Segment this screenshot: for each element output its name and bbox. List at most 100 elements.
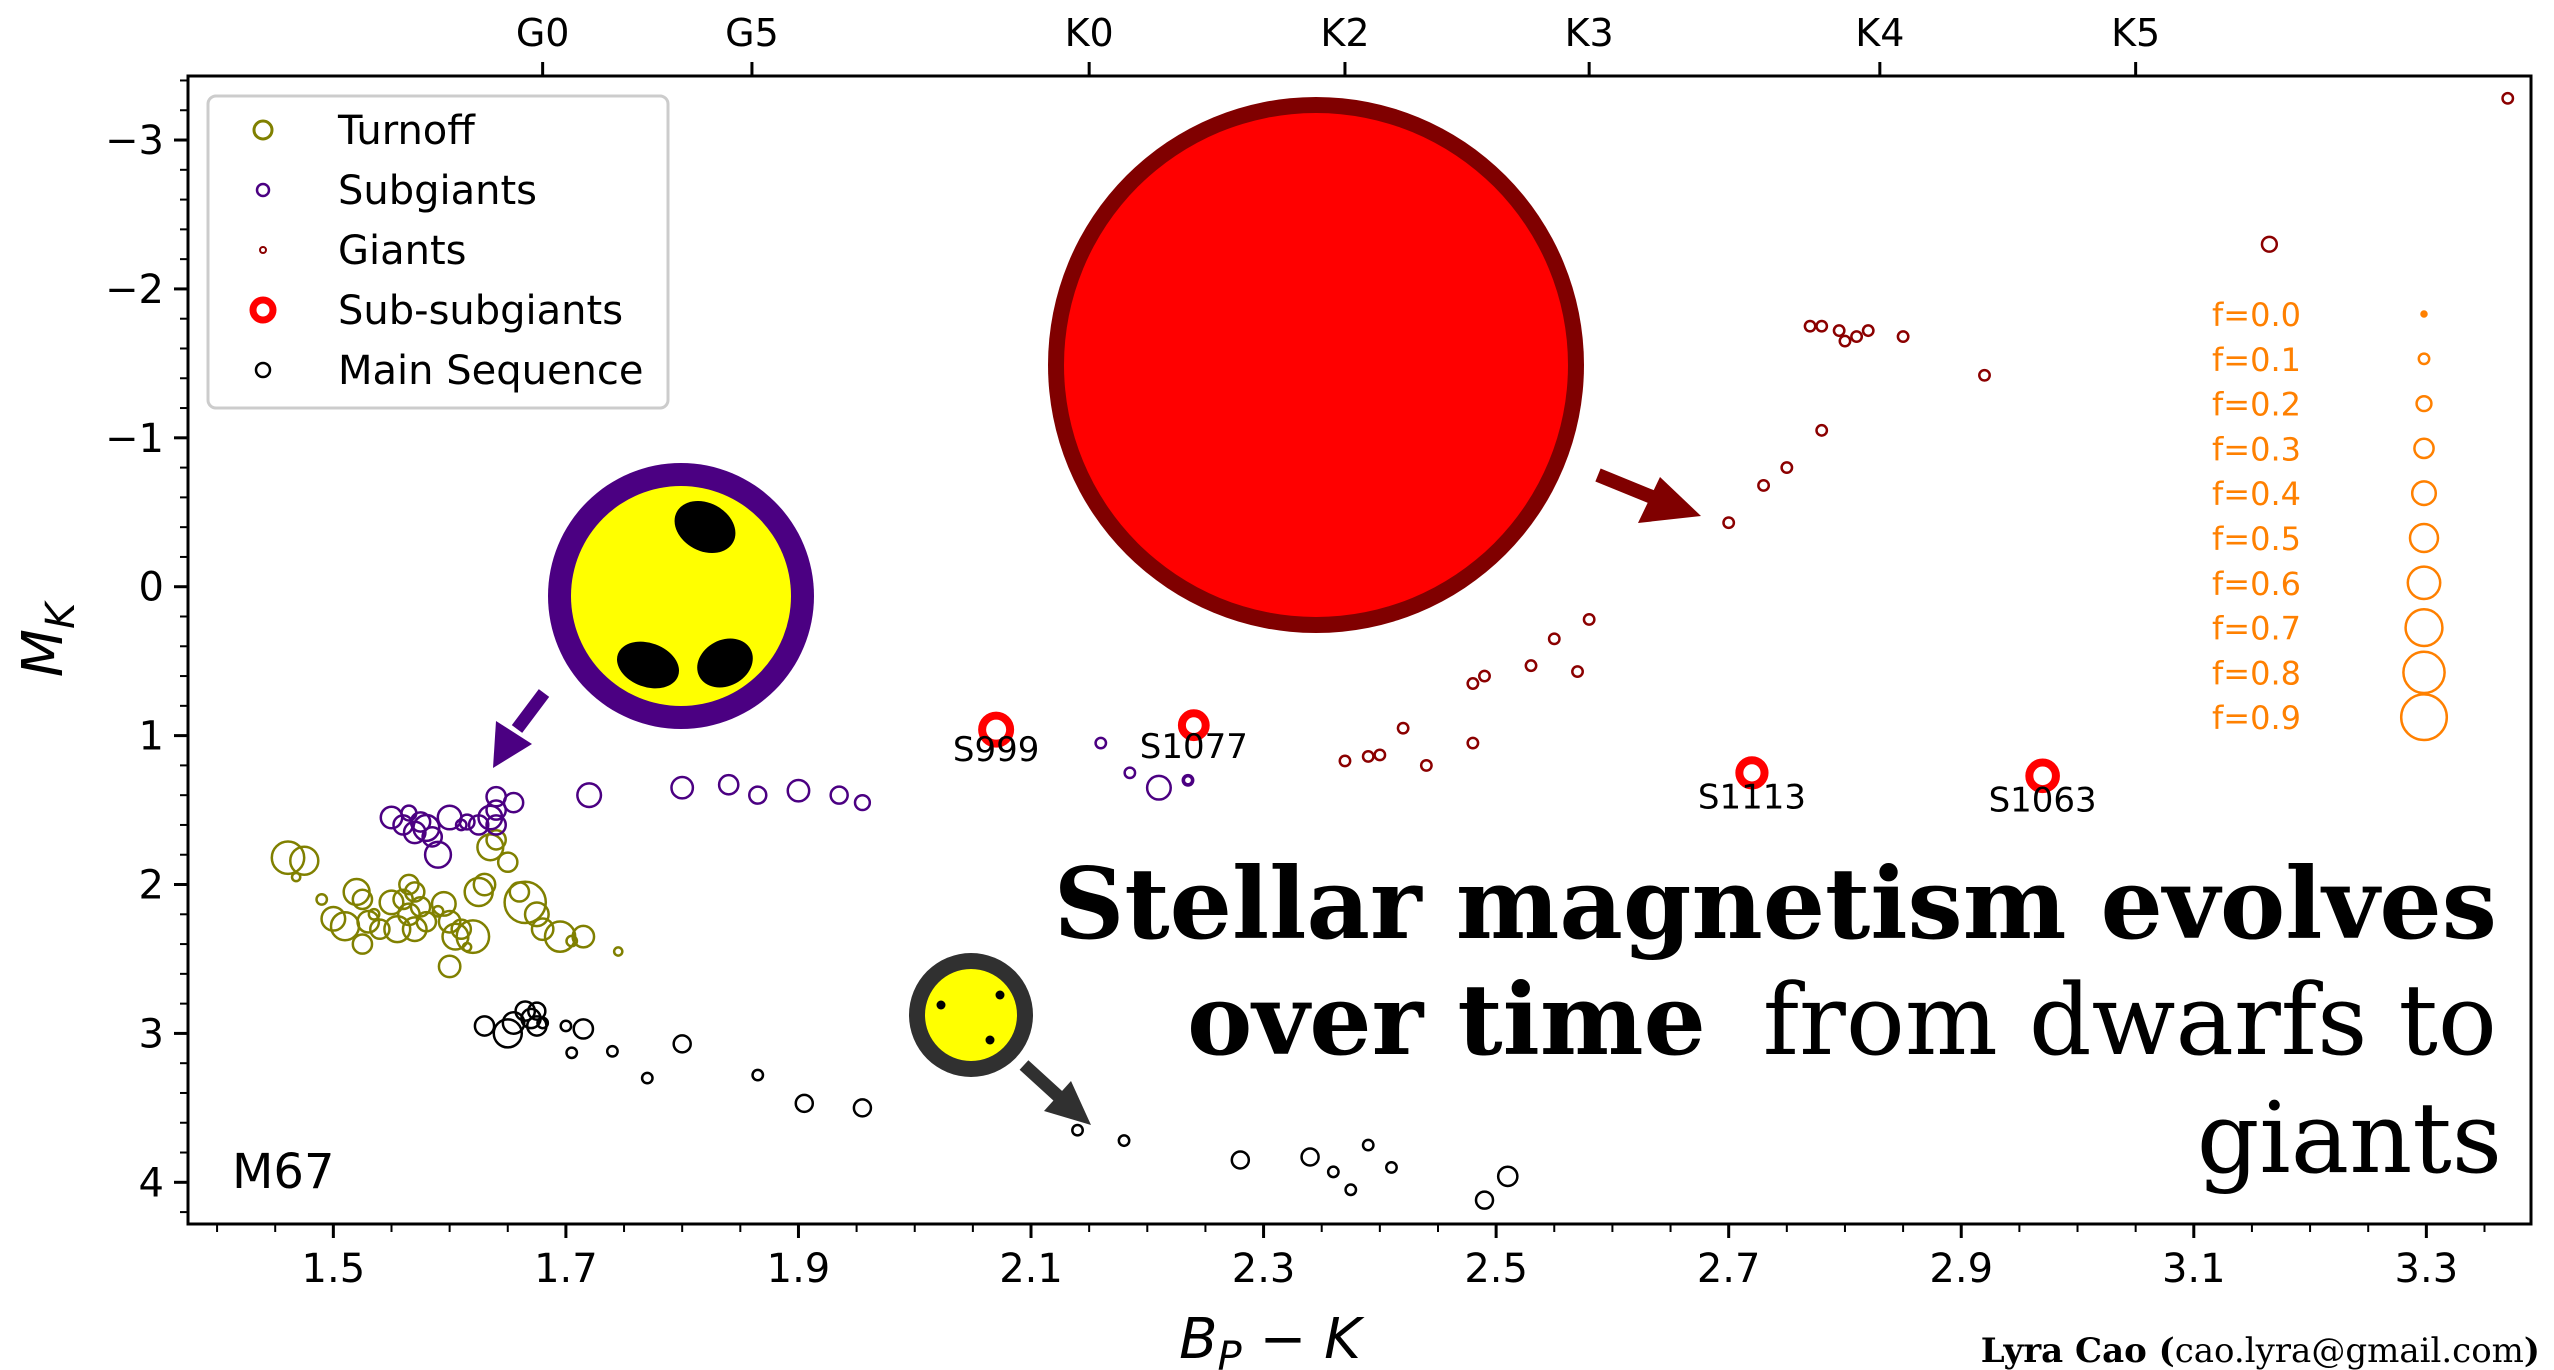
x-tick-label: 3.1 [2162,1246,2226,1292]
data-point [398,873,420,896]
arrow-to-giants-icon [1595,468,1701,523]
headline-line2-bold: over time [1187,963,1706,1078]
star-label: S999 [953,730,1039,770]
star-label: S1113 [1698,778,1806,818]
data-point [1300,1147,1320,1167]
data-point [501,1011,526,1035]
legend-label: Sub-subgiants [338,288,623,334]
data-point [436,804,463,831]
data-point [450,918,473,941]
size-key-marker [2417,352,2431,366]
data-point [717,773,740,796]
size-key-marker [2413,437,2435,460]
legend-marker [259,246,267,254]
headline-line2-regular: from dwarfs to [1763,964,2497,1078]
y-tick-label: 3 [139,1011,164,1057]
data-point [576,782,603,809]
data-point [401,916,428,943]
data-point [672,1034,692,1054]
data-point [1838,334,1852,348]
top-tick-label: K5 [2111,11,2160,55]
data-point [421,826,444,848]
data-point [1466,736,1480,750]
data-point [289,845,320,876]
size-key-label: f=0.7 [2212,610,2301,648]
data-point [748,785,768,805]
data-point [571,924,596,949]
data-point [1419,758,1433,772]
size-key-label: f=0.8 [2212,654,2301,692]
data-point [530,917,555,942]
data-point [523,901,550,928]
axes: 1.5 1.7 1.9 2.1 2.3 2.5 2.7 2.9 3.1 3.3 −3 −2 −1 0 1 2 3… [105,11,2533,1292]
data-point [367,907,381,921]
size-key-label: f=0.9 [2212,699,2301,737]
data-point [1123,766,1137,780]
y-axis-title-main: M [11,629,76,677]
credit: Lyra Cao (cao.lyra@gmail.com) [1981,1331,2540,1370]
size-key-marker [2402,650,2446,695]
data-point [852,1098,873,1118]
data-point [1145,774,1172,801]
series-main-sequence [473,1000,1519,1210]
arrow-to-turnoff-icon [493,689,550,768]
y-tick-label: 0 [139,565,164,611]
star-annotations: S999 S1077 S1113 S1063 [953,727,2097,821]
data-point [351,888,374,911]
size-key-label: f=0.0 [2212,296,2301,334]
data-point [1230,1150,1251,1170]
legend-marker [255,182,271,198]
y-tick-label: 2 [139,863,164,909]
data-point [1496,1165,1519,1188]
data-point [1582,613,1596,626]
legend: Turnoff Subgiants Giants Sub-subgiants Main … [206,94,670,410]
data-point [496,851,519,874]
cluster-label: M67 [232,1144,335,1200]
data-point [415,910,438,933]
data-point [1474,1190,1495,1210]
data-point [290,871,302,883]
size-key-marker [2415,394,2433,413]
data-point [431,904,445,918]
large-red-star-icon [1048,97,1584,633]
data-point [1373,748,1387,762]
x-tick-label: 3.3 [2395,1246,2459,1292]
data-point [786,778,811,803]
data-point [472,872,497,897]
data-point [2025,758,2060,794]
data-point [536,1016,550,1030]
x-tick-label: 1.5 [302,1246,366,1292]
data-point [1780,461,1794,475]
size-key: f=0.0 f=0.1 f=0.2 f=0.3 f=0.4 f=0.5 f=0.6 f=0.7… [2212,296,2449,742]
data-point [565,1046,579,1060]
data-point [2260,235,2279,253]
data-point [612,946,624,957]
series-turnoff [270,828,624,979]
data-point [559,1019,573,1033]
x-tick-label: 1.7 [534,1246,598,1292]
data-point [409,895,432,918]
data-point [1361,1138,1375,1152]
data-point [1896,330,1910,344]
data-point [1094,736,1108,750]
data-point [1524,659,1538,673]
size-key-marker [2410,480,2438,507]
data-point [853,793,872,812]
data-point [1722,516,1736,530]
data-point [751,1068,765,1082]
spotted-yellow-star-icon [548,463,814,729]
data-point [1117,1134,1131,1148]
size-key-marker [2408,522,2440,554]
size-key-marker [2420,310,2428,318]
x-axis-title-sub: P [1218,1334,1243,1370]
data-point [502,791,525,814]
plot-frame [186,74,2533,1226]
data-point [1361,750,1375,763]
data-point [1757,479,1771,492]
data-point [412,813,441,843]
data-point [378,889,405,916]
size-key-label: f=0.6 [2212,565,2301,603]
size-key-marker [2404,607,2444,648]
data-point [1344,1183,1358,1197]
top-tick-label: K4 [1855,11,1904,55]
